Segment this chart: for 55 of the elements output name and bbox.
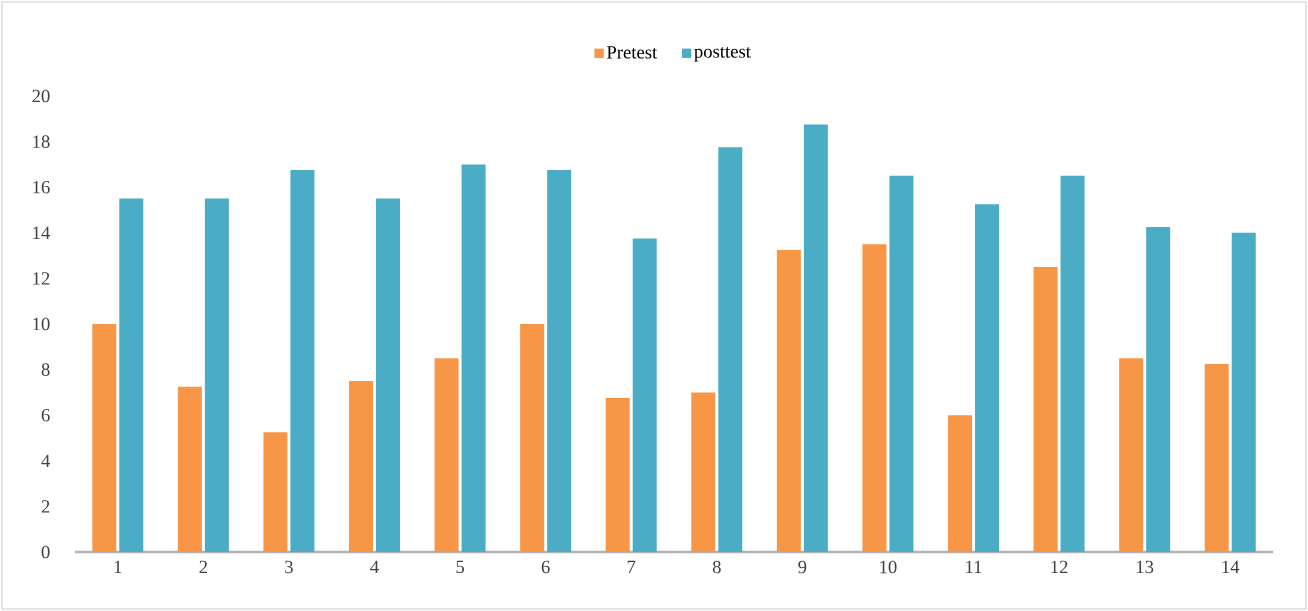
bar <box>889 175 914 552</box>
bar <box>1119 358 1144 552</box>
bar <box>605 398 630 552</box>
legend-label: Pretest <box>606 46 658 59</box>
x-tick-label: 7 <box>627 560 636 573</box>
bar <box>803 124 828 552</box>
x-tick-label: 2 <box>199 560 207 574</box>
bar <box>691 392 716 552</box>
bar <box>290 170 315 552</box>
x-tick-label: 9 <box>798 560 807 574</box>
x-tick-label: 5 <box>456 560 465 574</box>
y-tick-label: 18 <box>33 135 50 148</box>
bar <box>718 147 743 552</box>
bar <box>349 381 374 552</box>
bar <box>1204 363 1229 552</box>
x-tick-label: 8 <box>712 560 721 574</box>
bar <box>177 386 202 552</box>
y-tick-label: 2 <box>41 500 50 513</box>
bar <box>434 358 459 552</box>
bar <box>975 204 1000 552</box>
x-tick-label: 6 <box>541 560 550 574</box>
bar <box>632 238 657 552</box>
bar <box>862 244 887 552</box>
bar <box>376 198 401 552</box>
x-tick-label: 14 <box>1222 560 1240 574</box>
bar <box>948 415 973 552</box>
y-tick-label: 6 <box>41 408 50 422</box>
y-tick-label: 12 <box>33 272 50 285</box>
bar <box>1033 267 1058 552</box>
y-tick-label: 4 <box>41 454 51 467</box>
y-tick-label: 14 <box>33 226 51 239</box>
x-tick-label: 1 <box>114 560 122 574</box>
y-tick-label: 10 <box>33 317 50 331</box>
x-tick-label: 13 <box>1136 560 1154 574</box>
y-tick-label: 16 <box>33 180 50 194</box>
x-tick-label: 10 <box>880 560 897 574</box>
bar <box>263 432 288 552</box>
bar <box>204 198 229 552</box>
bar <box>547 170 572 552</box>
x-tick-label: 12 <box>1051 560 1068 574</box>
bar <box>776 249 801 552</box>
bar <box>119 198 144 552</box>
legend-label: posttest <box>694 47 751 62</box>
y-tick-label: 8 <box>41 363 50 376</box>
bar <box>1231 232 1256 552</box>
bar <box>1060 175 1085 552</box>
x-tick-label: 3 <box>285 560 293 574</box>
bar <box>461 164 486 552</box>
bar <box>92 324 117 552</box>
x-tick-label: 4 <box>370 560 379 573</box>
bar <box>1146 227 1171 552</box>
x-tick-label: 11 <box>966 560 982 574</box>
y-tick-label: 20 <box>32 89 50 103</box>
bar <box>520 324 545 552</box>
y-tick-label: 0 <box>41 545 50 559</box>
